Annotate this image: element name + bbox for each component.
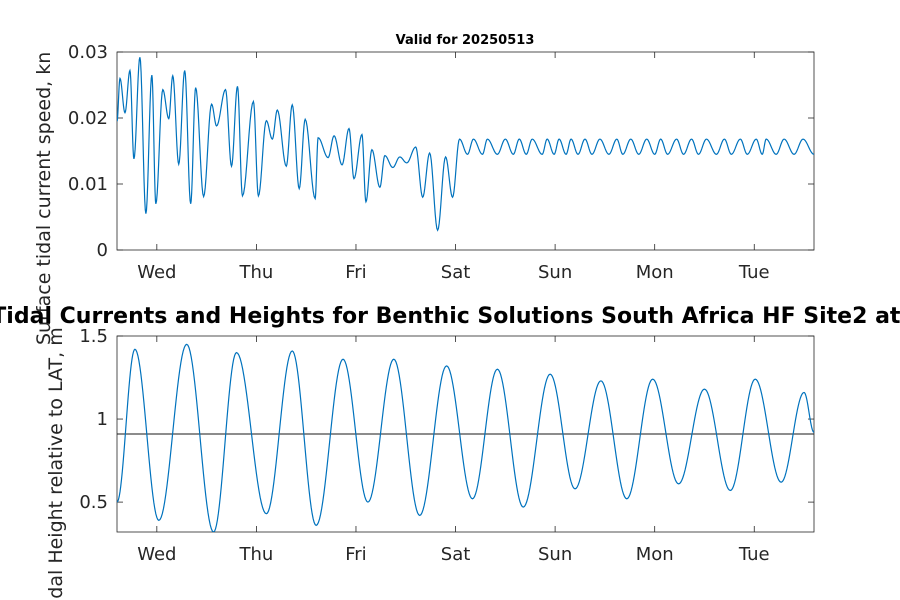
current-speed-x-tick-label: Wed xyxy=(137,262,176,283)
current-speed-title: Valid for 20250513 xyxy=(396,33,535,48)
current-speed-x-tick-label: Mon xyxy=(636,262,674,283)
tidal-height-x-tick-label: Wed xyxy=(137,544,176,565)
tidal-height-x-tick-label: Fri xyxy=(345,544,366,565)
current-speed-y-tick-label: 0.03 xyxy=(68,42,108,63)
tidal-height-x-ticks: Wed Thu Fri Sat Sun Mon Tue xyxy=(137,336,770,565)
current-speed-x-tick-label: Sat xyxy=(441,262,471,283)
current-speed-y-label: Surface tidal current speed, kn xyxy=(33,52,55,345)
current-speed-x-tick-label: Tue xyxy=(738,262,770,283)
current-speed-x-tick-label: Fri xyxy=(345,262,366,283)
tidal-height-line xyxy=(117,343,814,532)
current-speed-x-ticks: Wed Thu Fri Sat Sun Mon Tue xyxy=(137,52,770,283)
tidal-height-y-label: Tidal Height relative to LAT, m xyxy=(45,327,67,600)
tidal-height-title: Tidal Currents and Heights for Benthic S… xyxy=(0,304,900,329)
tidal-height-x-tick-label: Sat xyxy=(441,544,471,565)
tidal-height-panel: Tidal Currents and Heights for Benthic S… xyxy=(0,304,900,600)
current-speed-y-tick-label: 0.02 xyxy=(68,108,108,129)
tidal-height-y-tick-label: 1 xyxy=(97,409,108,430)
tidal-height-y-tick-label: 1.5 xyxy=(79,326,108,347)
tidal-height-y-tick-label: 0.5 xyxy=(79,492,108,513)
current-speed-x-tick-label: Thu xyxy=(238,262,273,283)
tidal-height-x-tick-label: Thu xyxy=(238,544,273,565)
current-speed-y-ticks: 0 0.01 0.02 0.03 xyxy=(68,42,814,261)
current-speed-panel: Valid for 20250513 0 0.01 0.02 0.03 Wed Thu F… xyxy=(33,33,815,345)
current-speed-x-tick-label: Sun xyxy=(538,262,572,283)
current-speed-line xyxy=(117,57,814,232)
current-speed-y-tick-label: 0 xyxy=(97,240,108,261)
tidal-height-x-tick-label: Tue xyxy=(738,544,770,565)
tidal-height-x-tick-label: Sun xyxy=(538,544,572,565)
current-speed-y-tick-label: 0.01 xyxy=(68,174,108,195)
tidal-height-y-ticks: 0.5 1 1.5 xyxy=(79,326,814,513)
tidal-height-x-tick-label: Mon xyxy=(636,544,674,565)
